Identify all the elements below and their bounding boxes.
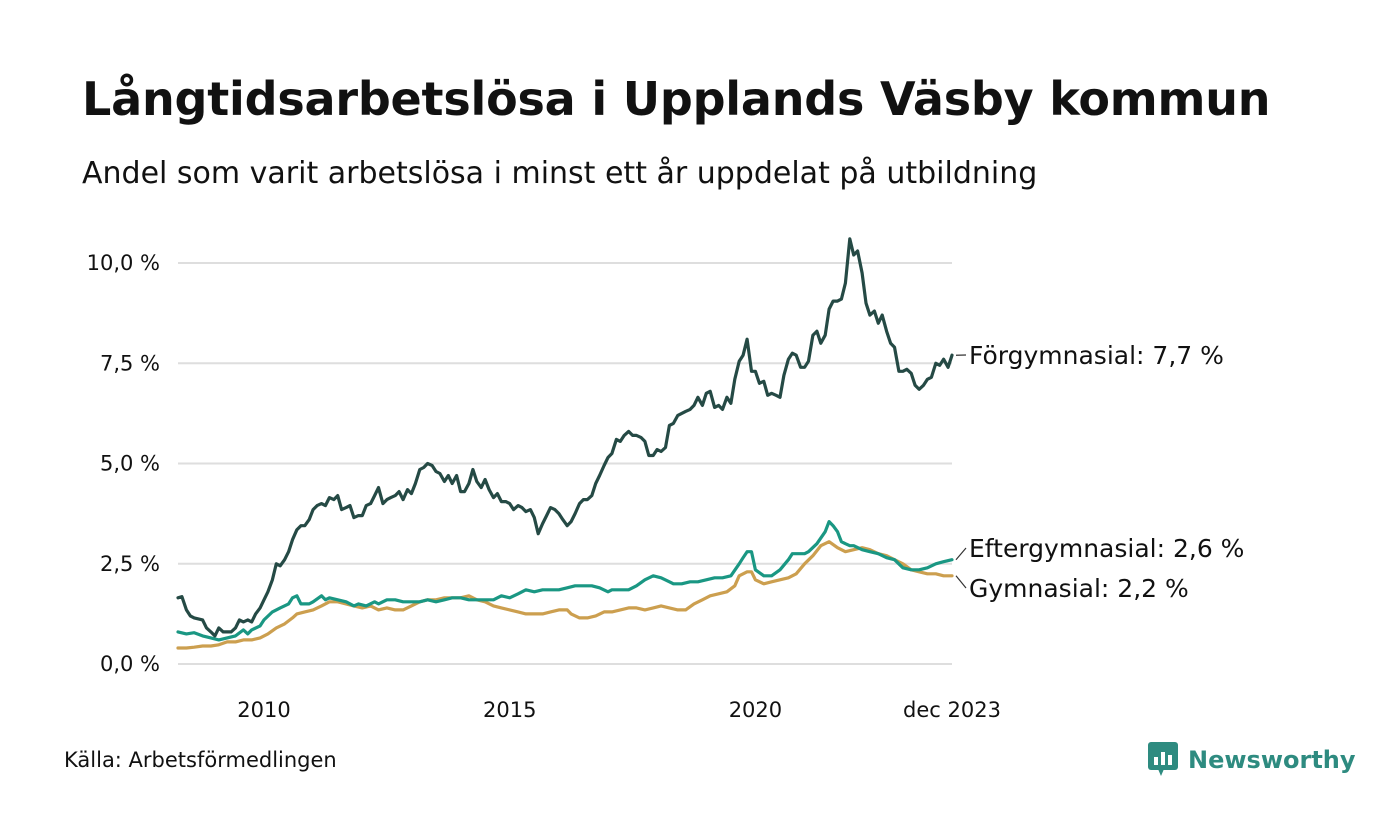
series-end-labels: Förgymnasial: 7,7 % Eftergymnasial: 2,6 %…	[955, 341, 1244, 603]
x-tick-label: 2020	[729, 698, 782, 722]
y-tick-label: 5,0 %	[100, 452, 160, 476]
end-label-gymnasial: Gymnasial: 2,2 %	[969, 574, 1189, 603]
end-label-leader	[955, 575, 967, 589]
x-axis-ticks: 2010 2015 2020 dec 2023	[237, 698, 1001, 722]
end-label-leader	[955, 547, 967, 561]
y-axis-ticks: 0,0 % 2,5 % 5,0 % 7,5 % 10,0 %	[87, 251, 160, 676]
chart-title: Långtidsarbetslösa i Upplands Väsby komm…	[82, 72, 1271, 126]
brand-logo: Newsworthy	[1148, 742, 1356, 778]
x-tick-label: dec 2023	[903, 698, 1001, 722]
chart-subtitle: Andel som varit arbetslösa i minst ett å…	[82, 156, 1038, 191]
source-note: Källa: Arbetsförmedlingen	[64, 748, 337, 772]
series-line-gymnasial	[176, 540, 954, 650]
gridlines	[178, 262, 952, 665]
series-line-eftergymnasial	[176, 520, 954, 642]
y-tick-label: 0,0 %	[100, 652, 160, 676]
newsworthy-logo-icon	[1148, 742, 1178, 776]
series-lines	[176, 237, 954, 650]
end-label-eftergymnasial: Eftergymnasial: 2,6 %	[969, 534, 1244, 563]
x-tick-label: 2010	[237, 698, 290, 722]
x-tick-label: 2015	[483, 698, 536, 722]
y-tick-label: 2,5 %	[100, 552, 160, 576]
y-tick-label: 7,5 %	[100, 351, 160, 375]
end-label-förgymnasial: Förgymnasial: 7,7 %	[969, 341, 1224, 370]
brand-name: Newsworthy	[1188, 746, 1356, 774]
y-tick-label: 10,0 %	[87, 251, 160, 275]
series-line-förgymnasial	[176, 237, 954, 638]
